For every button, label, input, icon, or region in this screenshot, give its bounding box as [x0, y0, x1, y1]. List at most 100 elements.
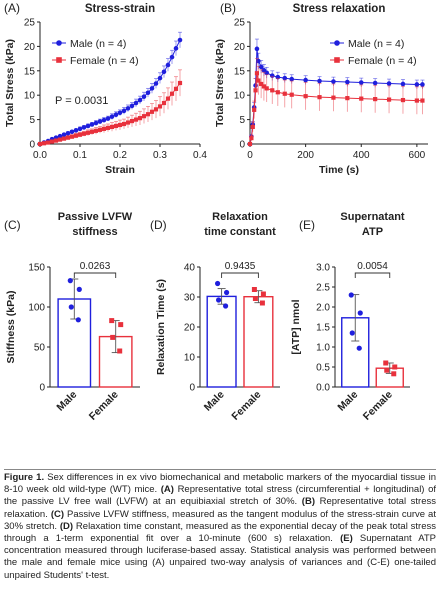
caption-panel-ref: (C)	[50, 508, 65, 520]
data-point	[69, 129, 75, 135]
x-tick-label: 0.1	[73, 150, 87, 161]
data-point	[65, 130, 71, 136]
data-point	[161, 100, 167, 106]
data-point	[81, 125, 87, 130]
series-female	[247, 58, 425, 147]
data-point	[253, 88, 258, 93]
data-point	[137, 97, 143, 103]
y-axis-label: Relaxation Time (s)	[155, 279, 167, 375]
panel-letter: (E)	[299, 218, 315, 232]
caption-panel-ref: (E)	[340, 533, 353, 545]
data-point	[137, 116, 143, 121]
panel-letter: (C)	[4, 218, 21, 232]
chart-title: Passive LVFW	[58, 211, 133, 223]
data-point	[247, 141, 253, 147]
data-point	[317, 95, 322, 100]
data-point	[383, 360, 389, 366]
y-tick-label: 5	[29, 115, 35, 126]
y-tick-label: 0	[39, 383, 45, 394]
data-point	[165, 96, 171, 101]
figure-caption: Figure 1. Sex differences in ex vivo bio…	[4, 469, 436, 613]
x-tick-label: Male	[54, 389, 79, 414]
x-tick-label: 0.4	[193, 150, 207, 161]
figure-panels: (A) Stress-strain 0 5 10 15 20 25 0.0 0.1 0.2 0.3 0.…	[4, 1, 428, 423]
y-tick-label: 1.5	[316, 323, 330, 334]
data-point	[331, 79, 336, 84]
data-point	[384, 367, 390, 373]
data-point	[57, 133, 63, 139]
data-point	[249, 136, 254, 141]
data-point	[85, 123, 91, 129]
data-point	[345, 79, 350, 85]
data-point	[250, 124, 255, 130]
legend-label: Female (n = 4)	[348, 55, 417, 67]
data-point	[109, 124, 115, 130]
chart-title: Relaxation	[212, 211, 268, 223]
data-point	[77, 132, 83, 137]
data-point	[101, 117, 107, 123]
data-point	[110, 334, 116, 340]
y-tick-label: 15	[234, 66, 246, 77]
data-point	[252, 296, 258, 301]
data-point	[420, 82, 425, 87]
y-tick-label: 50	[34, 343, 46, 354]
chart-title: ATP	[362, 226, 383, 238]
chart-title: Stress relaxation	[293, 3, 386, 15]
data-point	[224, 289, 230, 296]
data-point	[414, 98, 419, 103]
data-point	[275, 90, 280, 95]
caption-panel-ref: (B)	[301, 496, 315, 508]
chart-title: stiffness	[72, 226, 117, 238]
data-point	[414, 82, 420, 87]
data-point	[420, 98, 425, 103]
data-point	[259, 81, 264, 87]
data-point	[37, 141, 43, 147]
caption-text: Sex differences in ex vivo biomechanical…	[4, 472, 436, 496]
data-point	[157, 104, 163, 109]
data-point	[67, 278, 73, 284]
y-tick-label: 5	[239, 115, 245, 126]
y-axis-label: Total Stress (kPa)	[4, 39, 16, 127]
x-tick-label: Male	[202, 389, 227, 414]
data-point	[349, 330, 355, 336]
significance-bracket	[73, 272, 117, 278]
data-point	[372, 80, 378, 86]
data-point	[53, 138, 59, 143]
y-tick-label: 20	[234, 42, 246, 53]
y-axis-label: Total Stress (kPa)	[214, 39, 226, 127]
data-point	[97, 127, 103, 132]
x-tick-label: 0.2	[113, 150, 127, 161]
data-point	[254, 71, 260, 76]
data-point	[169, 91, 175, 96]
y-tick-label: 2.0	[316, 303, 330, 314]
data-point	[57, 137, 63, 142]
data-point	[109, 114, 115, 119]
y-tick-label: 10	[234, 91, 246, 102]
data-point	[129, 118, 135, 124]
data-point	[173, 46, 179, 51]
data-point	[61, 132, 67, 138]
data-point	[251, 287, 257, 292]
y-tick-label: 0.0	[316, 383, 330, 394]
caption-panel-ref: (A)	[160, 484, 174, 496]
y-tick-label: 25	[24, 18, 36, 29]
caption-label: Figure 1.	[4, 472, 45, 483]
data-point	[68, 304, 74, 310]
y-tick-label: 150	[28, 263, 45, 274]
data-point	[45, 140, 51, 145]
data-point	[117, 122, 123, 128]
caption-text: Representative total stress relaxation.	[4, 496, 436, 520]
data-point	[264, 70, 269, 76]
data-point	[373, 97, 378, 102]
data-point	[85, 130, 91, 135]
y-tick-label: 2.5	[316, 283, 330, 294]
caption-text: Passive LVFW stiffness, measured as the …	[4, 508, 436, 532]
chart-title: Supernatant	[340, 211, 405, 223]
x-tick-label: 400	[353, 150, 370, 161]
data-point	[101, 126, 107, 131]
data-point	[109, 318, 115, 324]
data-point	[69, 134, 75, 139]
data-point	[215, 280, 221, 287]
data-point	[254, 46, 260, 52]
x-tick-label: 0	[247, 150, 253, 161]
